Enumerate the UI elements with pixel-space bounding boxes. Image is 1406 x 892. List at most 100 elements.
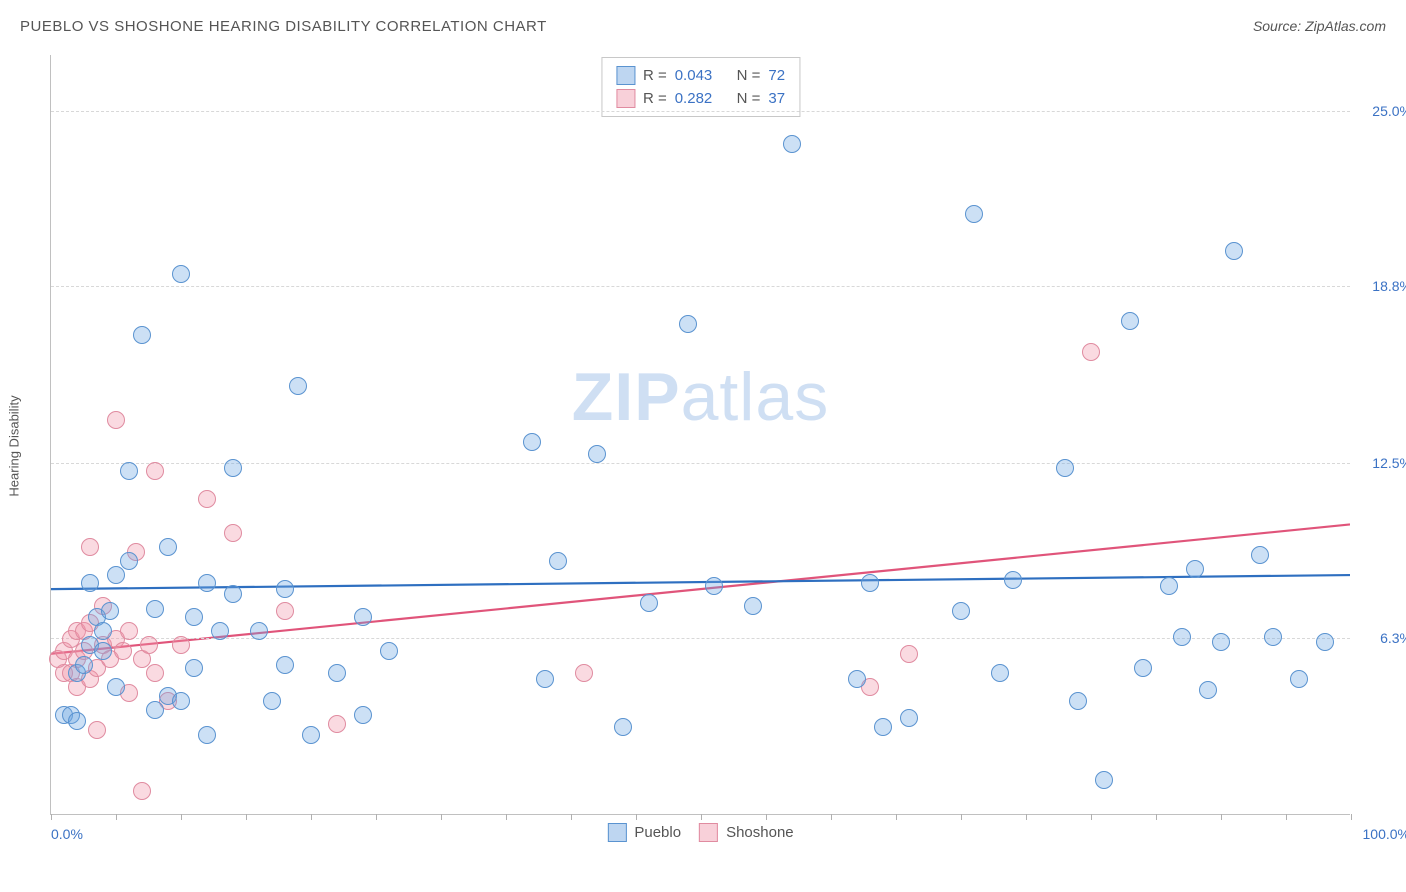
data-point [107, 411, 125, 429]
data-point [211, 622, 229, 640]
chart-title: PUEBLO VS SHOSHONE HEARING DISABILITY CO… [20, 18, 547, 35]
data-point [1056, 459, 1074, 477]
data-point [133, 782, 151, 800]
gridline [51, 463, 1350, 464]
data-point [705, 577, 723, 595]
data-point [172, 636, 190, 654]
data-point [120, 552, 138, 570]
gridline [51, 111, 1350, 112]
source-attribution: Source: ZipAtlas.com [1253, 18, 1386, 34]
data-point [140, 636, 158, 654]
data-point [107, 566, 125, 584]
y-tick-label: 6.3% [1357, 630, 1406, 646]
x-tick-mark [1156, 814, 1157, 820]
data-point [94, 622, 112, 640]
data-point [81, 538, 99, 556]
data-point [848, 670, 866, 688]
data-point [146, 600, 164, 618]
data-point [1212, 633, 1230, 651]
data-point [1251, 546, 1269, 564]
legend-row: R = 0.282 N = 37 [616, 87, 785, 110]
legend-item: Pueblo [607, 823, 681, 842]
data-point [289, 377, 307, 395]
data-point [1316, 633, 1334, 651]
data-point [107, 678, 125, 696]
data-point [94, 642, 112, 660]
data-point [172, 692, 190, 710]
x-tick-mark [831, 814, 832, 820]
y-axis-label: Hearing Disability [7, 395, 22, 496]
data-point [991, 664, 1009, 682]
data-point [101, 602, 119, 620]
data-point [68, 712, 86, 730]
data-point [159, 538, 177, 556]
x-tick-mark [51, 814, 52, 820]
data-point [224, 524, 242, 542]
legend-item: Shoshone [699, 823, 794, 842]
data-point [276, 656, 294, 674]
data-point [146, 664, 164, 682]
x-tick-mark [1221, 814, 1222, 820]
data-point [146, 701, 164, 719]
data-point [900, 709, 918, 727]
x-tick-mark [636, 814, 637, 820]
data-point [588, 445, 606, 463]
data-point [198, 574, 216, 592]
data-point [354, 706, 372, 724]
y-tick-label: 25.0% [1357, 103, 1406, 119]
y-tick-label: 12.5% [1357, 455, 1406, 471]
data-point [88, 721, 106, 739]
y-tick-label: 18.8% [1357, 278, 1406, 294]
data-point [120, 622, 138, 640]
data-point [114, 642, 132, 660]
x-tick-mark [311, 814, 312, 820]
data-point [75, 656, 93, 674]
data-point [328, 715, 346, 733]
gridline [51, 638, 1350, 639]
x-tick-mark [1026, 814, 1027, 820]
data-point [783, 135, 801, 153]
data-point [302, 726, 320, 744]
data-point [952, 602, 970, 620]
legend-swatch-icon [616, 89, 635, 108]
data-point [1160, 577, 1178, 595]
data-point [81, 574, 99, 592]
data-point [1173, 628, 1191, 646]
data-point [263, 692, 281, 710]
x-tick-mark [701, 814, 702, 820]
data-point [354, 608, 372, 626]
x-tick-mark [1091, 814, 1092, 820]
data-point [874, 718, 892, 736]
x-tick-mark [441, 814, 442, 820]
data-point [640, 594, 658, 612]
correlation-legend: R = 0.043 N = 72R = 0.282 N = 37 [601, 57, 800, 117]
data-point [250, 622, 268, 640]
gridline [51, 286, 1350, 287]
legend-swatch-icon [607, 823, 626, 842]
data-point [679, 315, 697, 333]
x-tick-mark [376, 814, 377, 820]
data-point [224, 459, 242, 477]
x-tick-mark [766, 814, 767, 820]
trend-lines [51, 55, 1350, 814]
data-point [536, 670, 554, 688]
data-point [1069, 692, 1087, 710]
data-point [198, 490, 216, 508]
x-tick-mark [181, 814, 182, 820]
legend-row: R = 0.043 N = 72 [616, 64, 785, 87]
data-point [1121, 312, 1139, 330]
data-point [575, 664, 593, 682]
data-point [146, 462, 164, 480]
x-tick-mark [506, 814, 507, 820]
data-point [614, 718, 632, 736]
scatter-plot: ZIPatlas R = 0.043 N = 72R = 0.282 N = 3… [50, 55, 1350, 815]
data-point [276, 602, 294, 620]
data-point [1095, 771, 1113, 789]
data-point [185, 608, 203, 626]
x-tick-mark [961, 814, 962, 820]
data-point [328, 664, 346, 682]
x-tick-mark [1351, 814, 1352, 820]
data-point [1186, 560, 1204, 578]
data-point [1290, 670, 1308, 688]
x-axis-max-label: 100.0% [1363, 826, 1406, 842]
